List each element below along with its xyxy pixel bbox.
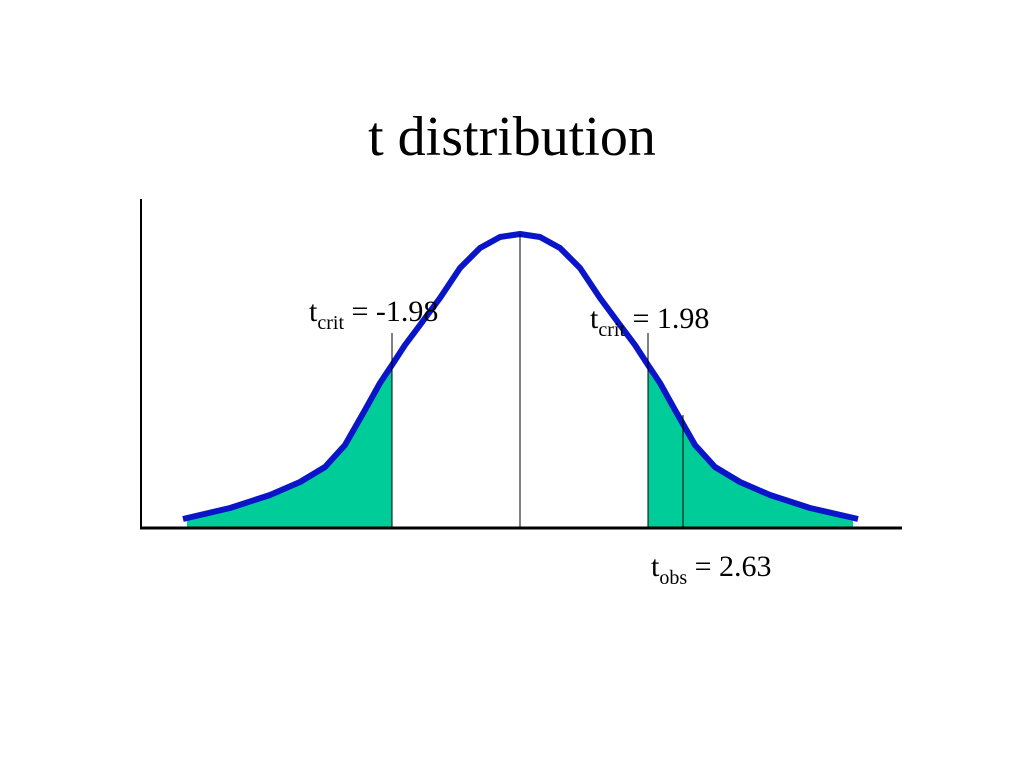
left-tail: [187, 367, 392, 527]
label-obs: tobs = 2.63: [651, 550, 772, 589]
label-crit-left: tcrit = -1.98: [309, 295, 438, 334]
label-crit-right: tcrit = 1.98: [590, 302, 709, 341]
title: t distribution: [368, 106, 656, 168]
right-tail: [648, 367, 853, 527]
